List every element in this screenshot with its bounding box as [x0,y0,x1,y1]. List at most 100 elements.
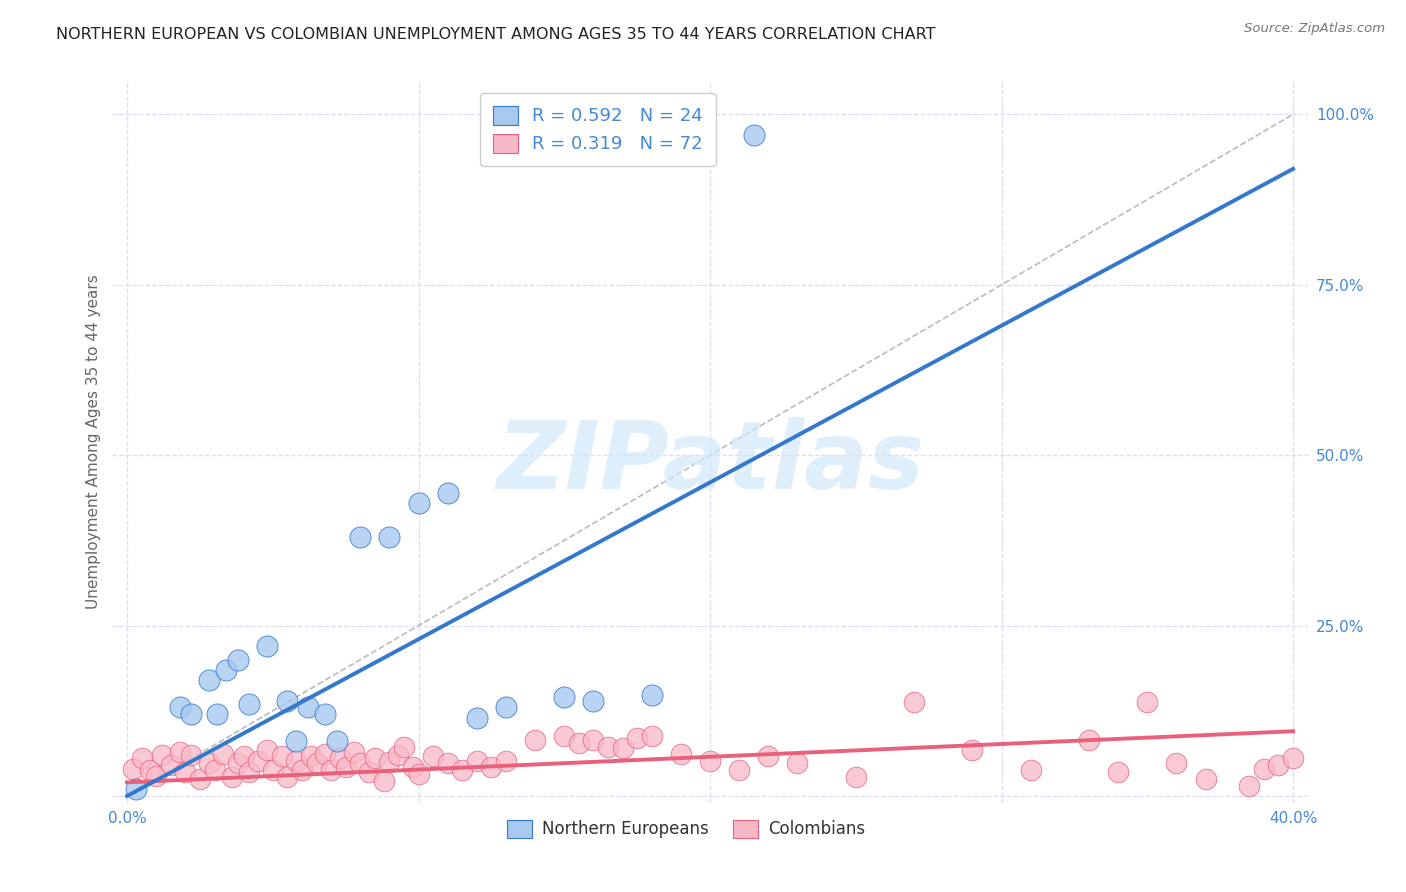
Point [742,128,765,142]
Point [1239,779,1261,793]
Point [285,754,308,768]
Point [641,688,664,702]
Point [169,700,191,714]
Point [299,749,322,764]
Point [641,729,664,743]
Point [314,747,336,761]
Point [364,751,387,765]
Legend: Northern Europeans, Colombians: Northern Europeans, Colombians [501,813,872,845]
Point [169,745,191,759]
Point [145,768,167,782]
Point [582,693,605,707]
Point [238,765,260,780]
Point [131,751,153,765]
Point [669,747,692,761]
Point [207,707,229,722]
Point [465,754,488,768]
Point [422,749,444,764]
Point [226,653,249,667]
Point [256,742,278,756]
Text: Source: ZipAtlas.com: Source: ZipAtlas.com [1244,22,1385,36]
Point [481,760,503,774]
Point [1267,758,1289,772]
Point [436,485,458,500]
Point [1166,756,1188,771]
Text: ZIPatlas: ZIPatlas [496,417,924,509]
Point [568,736,591,750]
Point [612,741,634,756]
Point [903,695,925,709]
Point [553,729,575,743]
Point [402,760,425,774]
Point [238,697,260,711]
Point [326,734,349,748]
Point [197,673,219,687]
Point [247,754,270,768]
Point [314,707,336,722]
Point [524,733,547,747]
Point [699,754,721,768]
Point [962,742,984,756]
Point [845,770,868,784]
Point [1282,751,1305,765]
Point [180,707,202,722]
Point [451,763,474,777]
Point [408,767,430,781]
Point [1194,772,1216,786]
Point [495,754,517,768]
Point [188,772,211,786]
Point [226,756,249,771]
Point [139,763,162,777]
Point [1136,695,1159,709]
Point [122,762,145,776]
Point [582,733,605,747]
Point [159,758,181,772]
Point [378,530,401,544]
Point [270,749,292,764]
Point [465,710,488,724]
Point [786,756,808,771]
Point [349,756,371,771]
Point [125,782,148,797]
Point [596,739,619,754]
Point [285,734,308,748]
Point [373,774,395,789]
Point [1078,733,1101,747]
Point [436,756,458,771]
Point [262,763,284,777]
Point [392,739,415,754]
Point [221,770,243,784]
Y-axis label: Unemployment Among Ages 35 to 44 years: Unemployment Among Ages 35 to 44 years [86,274,101,609]
Point [180,748,202,763]
Point [1019,763,1042,777]
Point [215,663,238,677]
Point [357,765,380,780]
Point [232,749,254,764]
Point [297,700,319,714]
Point [626,731,648,745]
Point [1253,762,1275,776]
Point [329,751,352,765]
Point [276,770,298,784]
Point [1107,765,1129,780]
Point [319,763,342,777]
Point [212,747,235,761]
Point [378,755,401,769]
Text: NORTHERN EUROPEAN VS COLOMBIAN UNEMPLOYMENT AMONG AGES 35 TO 44 YEARS CORRELATIO: NORTHERN EUROPEAN VS COLOMBIAN UNEMPLOYM… [56,27,936,42]
Point [276,693,298,707]
Point [408,496,430,510]
Point [174,765,197,780]
Point [553,690,575,705]
Point [150,748,173,763]
Point [728,763,751,777]
Point [204,763,226,777]
Point [349,530,371,544]
Point [343,745,366,759]
Point [387,748,409,763]
Point [335,760,357,774]
Point [495,700,517,714]
Point [756,749,779,764]
Point [197,756,219,771]
Point [305,756,328,771]
Point [291,763,314,777]
